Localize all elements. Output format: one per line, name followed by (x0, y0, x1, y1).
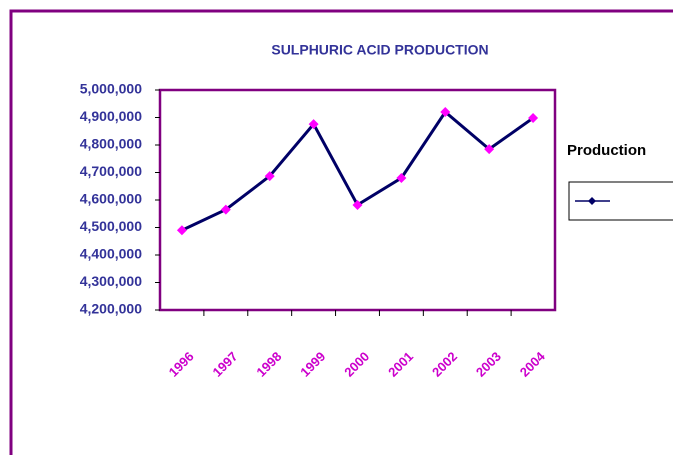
y-tick-label: 4,700,000 (80, 163, 142, 179)
chart-title: SULPHURIC ACID PRODUCTION (271, 42, 488, 58)
y-tick-label: 4,900,000 (80, 108, 142, 124)
point (484, 144, 495, 155)
y-tick-label: 4,400,000 (80, 246, 142, 262)
point (352, 199, 363, 210)
y-tick-label: 4,500,000 (80, 218, 142, 234)
legend-marker (588, 197, 596, 205)
y-tick-label: 4,600,000 (80, 191, 142, 207)
point (264, 171, 275, 182)
legend-title: Production (567, 142, 646, 159)
point (308, 119, 319, 130)
point (396, 173, 407, 183)
point (440, 107, 451, 117)
point (220, 204, 231, 215)
y-tick-label: 4,200,000 (80, 301, 142, 317)
y-tick-label: 5,000,000 (80, 81, 142, 97)
point (176, 225, 187, 236)
y-tick-label: 4,800,000 (80, 136, 142, 152)
point (528, 113, 539, 124)
y-tick-label: 4,300,000 (80, 273, 142, 289)
